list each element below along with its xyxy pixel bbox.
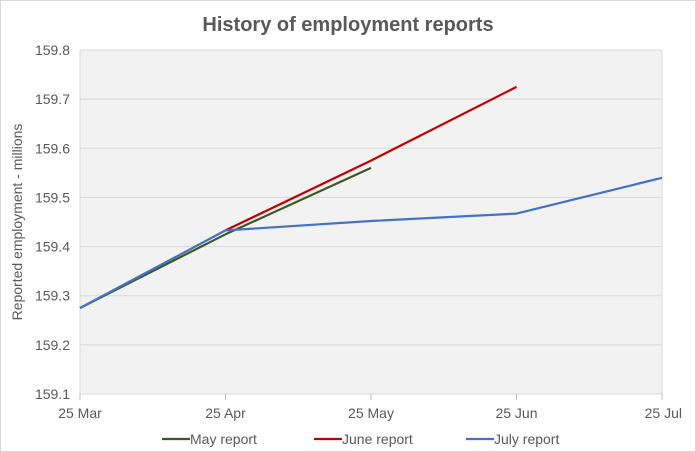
x-tick-label: 25 Apr — [205, 405, 246, 421]
x-tick-label: 25 Jun — [495, 405, 537, 421]
y-tick-label: 159.7 — [35, 91, 70, 107]
y-tick-label: 159.1 — [35, 386, 70, 402]
x-tick-label: 25 May — [348, 405, 394, 421]
x-tick-label: 25 Mar — [58, 405, 102, 421]
y-axis-ticks: 159.1 159.2 159.3 159.4 159.5 159.6 159.7 159.8 — [35, 42, 70, 402]
legend: May report June report July report — [162, 431, 559, 447]
series-lines — [79, 85, 663, 309]
chart-title: History of employment reports — [202, 14, 493, 36]
y-tick-label: 159.2 — [35, 337, 70, 353]
legend-label: June report — [342, 431, 413, 447]
x-tick-label: 25 Jul — [645, 405, 682, 421]
y-tick-label: 159.8 — [35, 42, 70, 58]
series-line-may-report — [79, 166, 372, 309]
legend-label: May report — [190, 431, 257, 447]
y-axis-label: Reported employment - millions — [9, 124, 25, 321]
y-tick-label: 159.4 — [35, 239, 70, 255]
legend-label: July report — [494, 431, 559, 447]
series-line-june-report — [225, 85, 517, 232]
gridlines — [80, 98, 662, 346]
x-axis: 25 Mar 25 Apr 25 May 25 Jun 25 Jul — [58, 394, 682, 421]
y-tick-label: 159.6 — [35, 140, 70, 156]
series-line-july-report — [79, 176, 663, 309]
y-tick-label: 159.3 — [35, 288, 70, 304]
y-tick-label: 159.5 — [35, 189, 70, 205]
